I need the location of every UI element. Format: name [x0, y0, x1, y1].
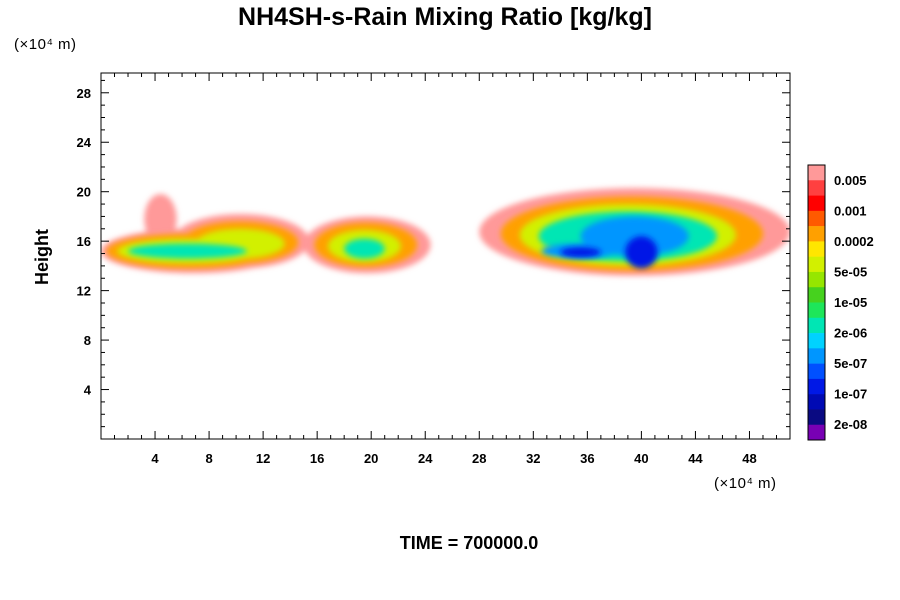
colorbar-swatch [808, 363, 825, 380]
x-tick-label: 4 [151, 451, 159, 466]
y-axis-label: Height [32, 229, 52, 285]
colorbar-swatch [808, 394, 825, 410]
colorbar-swatch [808, 195, 825, 212]
colorbar-label: 0.001 [834, 203, 867, 218]
colorbar-label: 5e-05 [834, 264, 867, 279]
colorbar-label: 5e-07 [834, 356, 867, 371]
y-axis: 4 8 12 16 20 24 28 [77, 79, 790, 428]
chart-title: NH4SH-s-Rain Mixing Ratio [kg/kg] [238, 3, 652, 31]
colorbar-swatch [808, 287, 825, 303]
contour-region [560, 247, 601, 258]
colorbar-swatch [808, 348, 825, 364]
y-tick-label: 16 [77, 234, 91, 249]
y-tick-label: 20 [77, 185, 91, 200]
colorbar-label: 2e-06 [834, 326, 867, 341]
colorbar-swatch [808, 226, 825, 242]
colorbar-frame [807, 164, 826, 441]
colorbar-swatch [808, 256, 825, 273]
colorbar-swatch [808, 333, 825, 349]
x-unit-label: (×10⁴ m) [714, 475, 777, 492]
colorbar-label: 0.005 [834, 173, 867, 188]
contour-region [144, 194, 177, 244]
y-tick-label: 4 [84, 383, 92, 398]
x-tick-label: 48 [742, 451, 756, 466]
colorbar-label: 1e-07 [834, 387, 867, 402]
x-tick-label: 40 [634, 451, 648, 466]
x-axis: 4 8 12 16 20 24 28 32 36 40 44 48 [114, 73, 777, 466]
y-tick-label: 24 [77, 135, 92, 150]
colorbar-label: 2e-08 [834, 417, 867, 432]
contour-region [625, 236, 658, 269]
colorbar-swatch [808, 180, 825, 196]
x-tick-label: 12 [256, 451, 270, 466]
x-tick-label: 24 [418, 451, 433, 466]
x-tick-label: 8 [205, 451, 212, 466]
colorbar-swatch [808, 241, 825, 257]
x-tick-label: 28 [472, 451, 486, 466]
colorbar-swatch [808, 210, 825, 227]
x-tick-label: 32 [526, 451, 540, 466]
y-tick-label: 28 [77, 86, 91, 101]
contour-region [344, 238, 385, 259]
plot-frame [100, 72, 791, 440]
colorbar-swatch [808, 424, 825, 441]
contour-region [128, 243, 247, 259]
colorbar-swatch [808, 271, 825, 288]
x-tick-label: 16 [310, 451, 324, 466]
colorbar: 0.005 0.001 0.0002 5e-05 1e-05 2e-06 5e-07 1e-0… [807, 164, 874, 441]
plot-data-layer [101, 187, 790, 276]
x-tick-label: 36 [580, 451, 594, 466]
colorbar-swatch [808, 409, 825, 426]
x-tick-label: 20 [364, 451, 378, 466]
colorbar-label: 1e-05 [834, 295, 867, 310]
contour-level-0.001 [560, 236, 658, 269]
colorbar-swatch [808, 302, 825, 319]
x-tick-label: 44 [688, 451, 703, 466]
y-tick-label: 8 [84, 333, 91, 348]
y-unit-label: (×10⁴ m) [14, 36, 77, 53]
contour-region [580, 216, 689, 256]
time-label: TIME = 700000.0 [400, 533, 539, 553]
colorbar-swatch [808, 165, 825, 181]
colorbar-label: 0.0002 [834, 234, 874, 249]
y-tick-label: 12 [77, 284, 91, 299]
colorbar-swatch [808, 317, 825, 334]
colorbar-swatch [808, 378, 825, 395]
